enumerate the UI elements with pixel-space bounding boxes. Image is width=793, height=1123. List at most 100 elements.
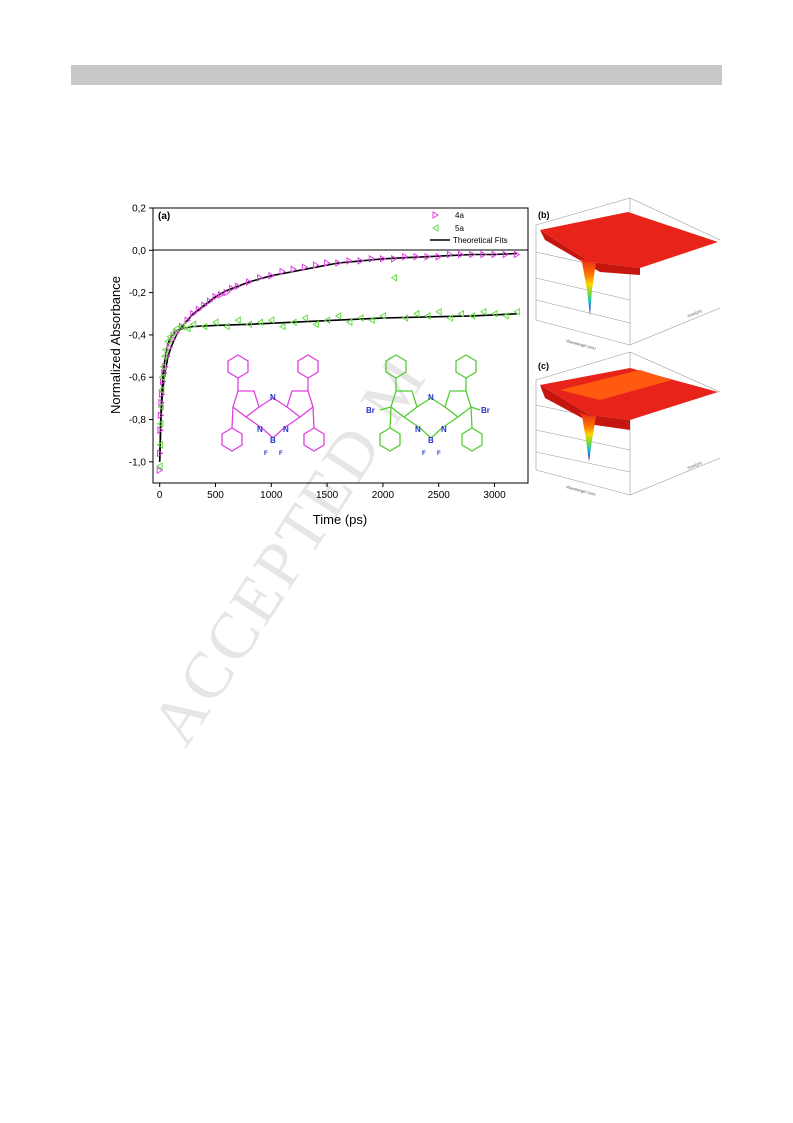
surface-c-trough (578, 412, 596, 462)
data-point-4a (368, 254, 376, 263)
legend: 4a 5a Theoretical Fits (430, 211, 508, 245)
legend-marker-5a (432, 224, 439, 232)
molecule-5a-atom-labels: Br Br N N N B F F (366, 393, 490, 457)
data-point-5a (157, 386, 165, 394)
x-tick-label: 2500 (428, 490, 451, 501)
data-point-4a (324, 259, 331, 267)
surface-b-trough (578, 258, 596, 316)
fit-lines (158, 252, 517, 462)
data-point-4a (234, 282, 242, 291)
data-point-5a (184, 324, 191, 333)
surface-b-xlabel: Wavelength (nm) (566, 338, 597, 351)
data-point-5a (401, 314, 409, 322)
y-tick-label: -0,2 (129, 288, 147, 299)
panel-label-b: (b) (538, 210, 550, 220)
data-point-4a (290, 265, 298, 274)
legend-marker-4a (432, 211, 439, 219)
atom-n-meso-5a: N (428, 393, 434, 402)
data-point-4a (502, 250, 510, 259)
plot-frame (152, 207, 529, 484)
data-point-5a (156, 462, 163, 470)
x-tick-label: 1000 (260, 490, 283, 501)
data-point-4a (157, 449, 164, 458)
data-point-4a (158, 390, 166, 399)
y-tick-label: 0,2 (132, 204, 146, 215)
data-point-5a (166, 333, 173, 341)
data-point-4a (184, 316, 192, 324)
data-point-4a (156, 466, 164, 475)
data-point-5a (345, 318, 353, 327)
data-point-5a (301, 314, 308, 322)
data-point-5a (424, 312, 431, 320)
data-point-4a (469, 250, 476, 259)
surface-c-ridge (560, 370, 672, 400)
data-point-5a (156, 441, 163, 449)
atom-n-right-5a: N (441, 425, 447, 434)
data-point-5a (169, 328, 177, 337)
data-point-4a (413, 252, 420, 261)
x-ticks: 0 500 1000 1500 2000 2500 3000 (157, 483, 506, 501)
x-tick-label: 2000 (372, 490, 395, 501)
y-tick-label: -0,4 (129, 330, 147, 341)
molecule-4a-atom-labels: N N N B F F (257, 393, 289, 457)
data-point-4a (301, 263, 309, 272)
data-point-4a (223, 288, 231, 297)
data-point-4a (435, 252, 443, 261)
data-point-4a (157, 426, 164, 434)
x-tick-label: 3000 (483, 490, 506, 501)
atom-f1-4a: F (264, 451, 268, 457)
surface-c-ylabel: Time(ps) (686, 459, 703, 470)
data-point-4a (160, 377, 167, 386)
y-tick-label: -1,0 (129, 457, 147, 468)
data-point-5a (267, 316, 275, 324)
data-point-4a (446, 250, 454, 259)
surface-panel-c: (c) Wavelength (nm) Time(ps) (535, 351, 721, 497)
series-5a (156, 273, 520, 470)
data-point-4a (257, 273, 264, 282)
data-point-4a (391, 254, 398, 263)
data-point-5a (513, 307, 520, 316)
atom-n-left-4a: N (257, 425, 263, 434)
data-point-5a (200, 322, 208, 331)
data-point-5a (357, 314, 364, 322)
data-point-4a (346, 257, 353, 265)
atom-n-left-5a: N (415, 425, 421, 434)
data-point-5a (479, 307, 487, 316)
y-ticks: 0,2 0,0 -0,2 -0,4 -0,6 -0,8 -1,0 (129, 204, 153, 468)
legend-label-5a: 5a (455, 224, 464, 233)
y-tick-label: -0,6 (129, 373, 147, 384)
data-point-4a (195, 305, 203, 314)
atom-b-5a: B (428, 436, 434, 445)
data-point-5a (245, 320, 252, 329)
data-point-5a (312, 320, 319, 329)
data-point-4a (164, 352, 171, 360)
data-point-5a (412, 309, 420, 318)
atom-b-4a: B (270, 436, 276, 445)
molecule-5a (379, 354, 483, 452)
x-tick-label: 500 (207, 490, 224, 501)
header-bar (71, 65, 722, 85)
data-point-5a (334, 312, 342, 320)
data-point-4a (458, 250, 465, 259)
data-point-4a (402, 252, 409, 261)
atom-f2-4a: F (279, 451, 283, 457)
data-point-4a (157, 411, 165, 420)
data-point-4a (480, 250, 487, 259)
panel-label-c: (c) (538, 361, 549, 371)
atom-n-meso-4a: N (270, 393, 276, 402)
atom-br-right-5a: Br (481, 406, 490, 415)
data-point-4a (513, 250, 521, 259)
data-point-4a (201, 301, 208, 310)
series-4a (156, 250, 521, 475)
data-point-5a (435, 307, 442, 316)
fit-curve (158, 252, 517, 462)
legend-label-4a: 4a (455, 211, 464, 220)
x-tick-label: 1500 (316, 490, 339, 501)
surface-b-top (540, 212, 718, 268)
data-point-5a (256, 318, 264, 327)
data-point-4a (246, 278, 253, 286)
x-tick-label: 0 (157, 490, 163, 501)
data-point-5a (189, 320, 197, 329)
data-point-4a (312, 261, 320, 269)
